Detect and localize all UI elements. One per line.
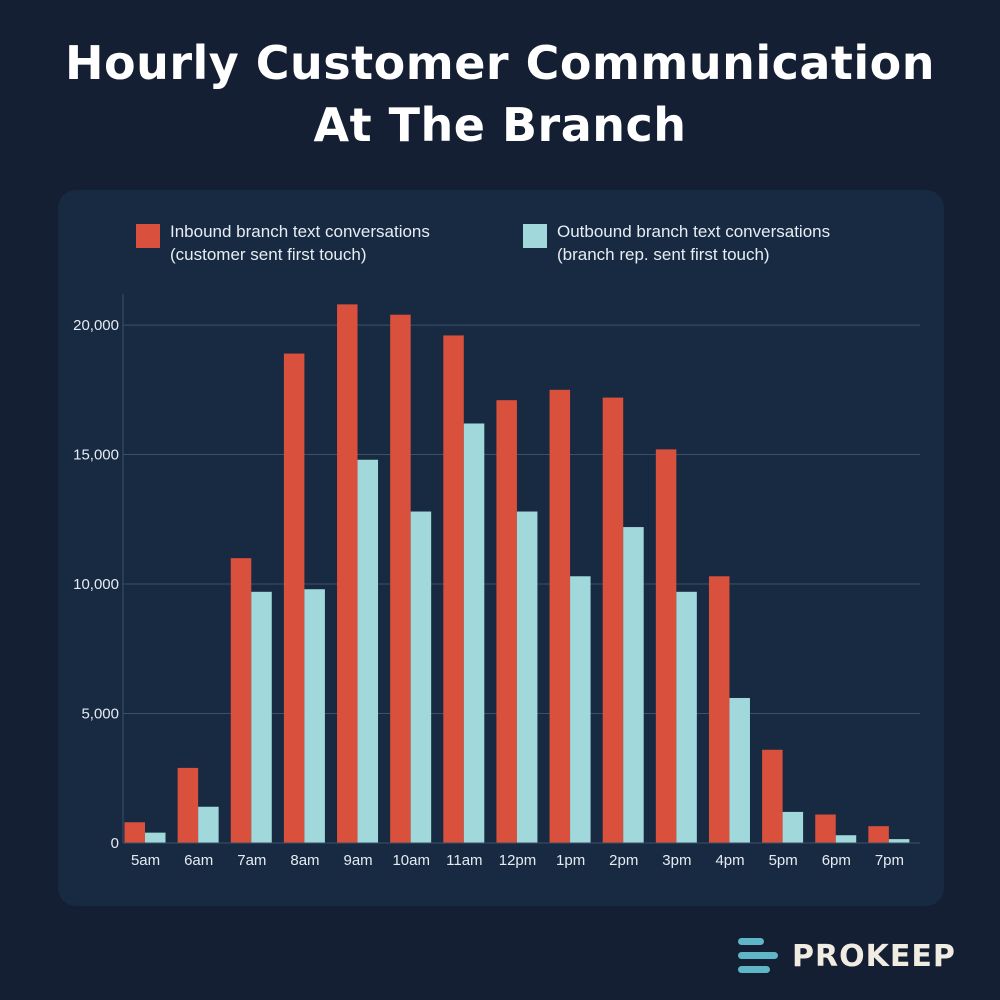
- bar-outbound-6pm: [835, 835, 857, 843]
- bar-outbound-11am: [463, 423, 485, 843]
- x-tick-label: 11am: [446, 852, 482, 869]
- legend-item-outbound: Outbound branch text conversations (bran…: [523, 220, 830, 266]
- bar-inbound-1pm: [549, 389, 571, 843]
- chart-title: Hourly Customer Communication At The Bra…: [0, 32, 1000, 156]
- bar-outbound-3pm: [676, 591, 697, 843]
- legend-label-outbound-line-2: (branch rep. sent first touch): [557, 245, 770, 264]
- x-tick-label: 1pm: [556, 852, 585, 869]
- x-tick-label: 5am: [131, 852, 160, 869]
- bar-outbound-5pm: [782, 811, 804, 843]
- legend-item-inbound: Inbound branch text conversations (custo…: [136, 220, 430, 266]
- bar-inbound-5am: [124, 822, 145, 843]
- legend-label-outbound-line-1: Outbound branch text conversations: [557, 222, 831, 241]
- y-tick-label: 20,000: [73, 317, 119, 334]
- bar-outbound-1pm: [570, 576, 591, 843]
- bar-inbound-6am: [177, 767, 199, 843]
- axes: [122, 294, 920, 844]
- y-tick-label: 0: [111, 835, 119, 852]
- bar-inbound-4pm: [708, 576, 730, 843]
- bars: [124, 304, 910, 843]
- bar-inbound-2pm: [602, 397, 624, 843]
- bar-inbound-7pm: [868, 826, 889, 843]
- x-tick-label: 5pm: [769, 852, 798, 869]
- bar-outbound-7am: [251, 591, 272, 843]
- legend-swatch-outbound: [523, 224, 547, 248]
- bar-outbound-9am: [357, 459, 379, 843]
- bar-inbound-3pm: [655, 449, 677, 843]
- bar-inbound-10am: [390, 314, 411, 843]
- x-tick-label: 7am: [237, 852, 266, 869]
- stacked-lines-logo-icon: [738, 936, 780, 976]
- x-tick-label: 6pm: [822, 852, 851, 869]
- legend-label-inbound: Inbound branch text conversations (custo…: [170, 220, 430, 266]
- chart-title-line-1: Hourly Customer Communication: [64, 36, 935, 90]
- bar-inbound-6pm: [815, 814, 836, 843]
- x-tick-label: 2pm: [609, 852, 638, 869]
- bar-outbound-7pm: [888, 839, 910, 843]
- bar-inbound-11am: [443, 335, 464, 843]
- x-axis-ticks: 5am 6am 7am 8am 9am 10am 11am 12pm 1pm 2pm 3pm 4pm 5…: [131, 852, 904, 869]
- x-tick-label: 6am: [184, 852, 213, 869]
- legend-label-inbound-line-2: (customer sent first touch): [170, 245, 367, 264]
- brand-logo: PROKEEP: [738, 936, 956, 976]
- brand-name: PROKEEP: [792, 938, 956, 974]
- bar-inbound-5pm: [762, 749, 783, 843]
- chart-title-line-2: At The Branch: [313, 98, 687, 152]
- x-tick-label: 4pm: [715, 852, 744, 869]
- bar-inbound-12pm: [496, 400, 517, 843]
- bar-outbound-8am: [304, 589, 325, 843]
- bar-outbound-12pm: [516, 511, 538, 843]
- bar-outbound-6am: [198, 806, 219, 843]
- bar-inbound-9am: [337, 304, 358, 843]
- x-tick-label: 7pm: [875, 852, 904, 869]
- bar-outbound-5am: [145, 832, 166, 843]
- y-tick-label: 10,000: [73, 576, 119, 593]
- x-tick-label: 9am: [344, 852, 373, 869]
- bar-outbound-4pm: [729, 697, 750, 843]
- x-tick-label: 12pm: [499, 852, 537, 869]
- y-axis-ticks: 0 5,000 10,000 15,000 20,000: [73, 317, 119, 852]
- legend-label-outbound: Outbound branch text conversations (bran…: [557, 220, 830, 266]
- y-tick-label: 5,000: [81, 706, 119, 723]
- x-tick-label: 10am: [392, 852, 430, 869]
- bar-outbound-2pm: [623, 527, 644, 843]
- legend-label-inbound-line-1: Inbound branch text conversations: [170, 222, 430, 241]
- bar-inbound-7am: [230, 558, 252, 843]
- bar-outbound-10am: [410, 511, 432, 843]
- x-tick-label: 3pm: [662, 852, 691, 869]
- bar-inbound-8am: [283, 353, 305, 843]
- legend-swatch-inbound: [136, 224, 160, 248]
- x-tick-label: 8am: [290, 852, 319, 869]
- y-tick-label: 15,000: [73, 447, 119, 464]
